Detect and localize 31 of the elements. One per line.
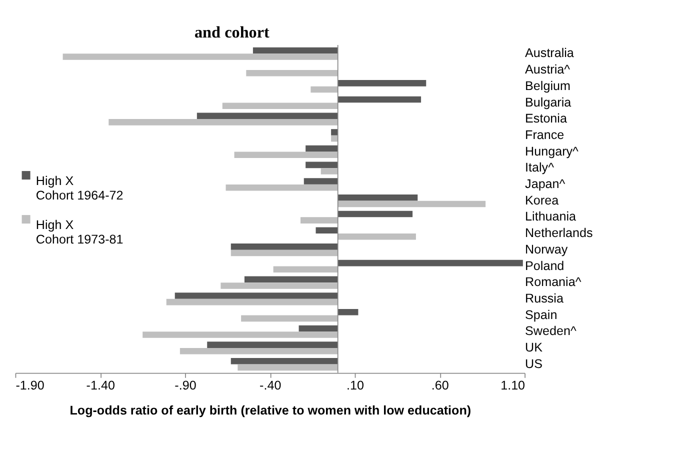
y-tick-label: Belgium <box>525 78 570 93</box>
x-tick-label: .60 <box>431 378 449 393</box>
y-tick-label: Japan^ <box>525 177 566 192</box>
y-tick-label: Estonia <box>525 112 567 126</box>
y-tick-label: Australia <box>525 46 574 60</box>
y-tick-label: Spain <box>525 308 558 322</box>
x-tick-label: -.40 <box>260 378 282 393</box>
y-tick-label: France <box>525 128 564 142</box>
y-tick-label: UK <box>525 340 544 355</box>
x-tick-label: -1.90 <box>16 378 44 393</box>
y-tick-label: Poland <box>525 258 564 273</box>
legend-label: High X Cohort 1964-72 <box>36 174 124 203</box>
x-tick-label: 1.10 <box>500 378 526 393</box>
y-tick-label: Netherlands <box>525 226 593 240</box>
chart-title: and cohort <box>194 24 270 42</box>
x-tick-label: -.90 <box>174 378 196 393</box>
y-tick-label: Austria^ <box>525 62 570 77</box>
y-tick-label: Russia <box>525 292 564 306</box>
y-tick-label: US <box>525 356 542 371</box>
y-tick-label: Italy^ <box>525 160 554 175</box>
y-tick-label: Romania^ <box>525 275 582 290</box>
x-tick-label: .10 <box>346 378 364 393</box>
y-tick-label: Bulgaria <box>525 95 572 110</box>
y-tick-label: Hungary^ <box>525 144 579 158</box>
y-tick-label: Korea <box>525 193 559 208</box>
y-tick-label: Lithuania <box>525 210 576 224</box>
x-tick-label: -1.40 <box>86 378 115 393</box>
x-axis-title: Log-odds ratio of early birth (relative to women with low education) <box>70 404 472 418</box>
legend-label: High X Cohort 1973-81 <box>36 218 124 247</box>
y-tick-label: Norway <box>525 242 568 256</box>
y-tick-label: Sweden^ <box>525 324 576 338</box>
